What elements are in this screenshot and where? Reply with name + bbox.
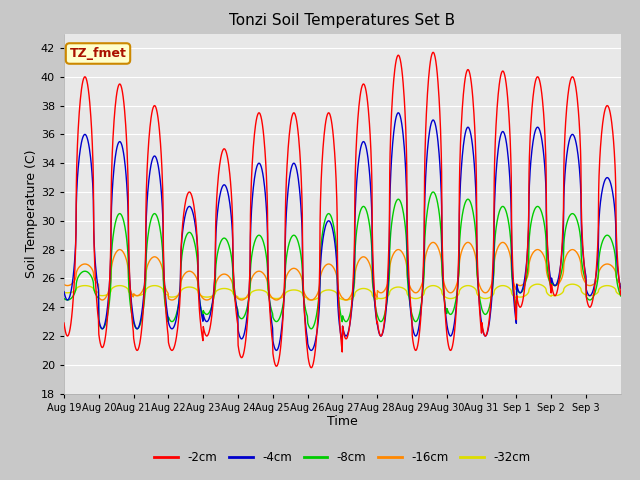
X-axis label: Time: Time [327, 415, 358, 429]
Y-axis label: Soil Temperature (C): Soil Temperature (C) [25, 149, 38, 278]
Title: Tonzi Soil Temperatures Set B: Tonzi Soil Temperatures Set B [229, 13, 456, 28]
Text: TZ_fmet: TZ_fmet [70, 47, 127, 60]
Legend: -2cm, -4cm, -8cm, -16cm, -32cm: -2cm, -4cm, -8cm, -16cm, -32cm [150, 446, 535, 469]
